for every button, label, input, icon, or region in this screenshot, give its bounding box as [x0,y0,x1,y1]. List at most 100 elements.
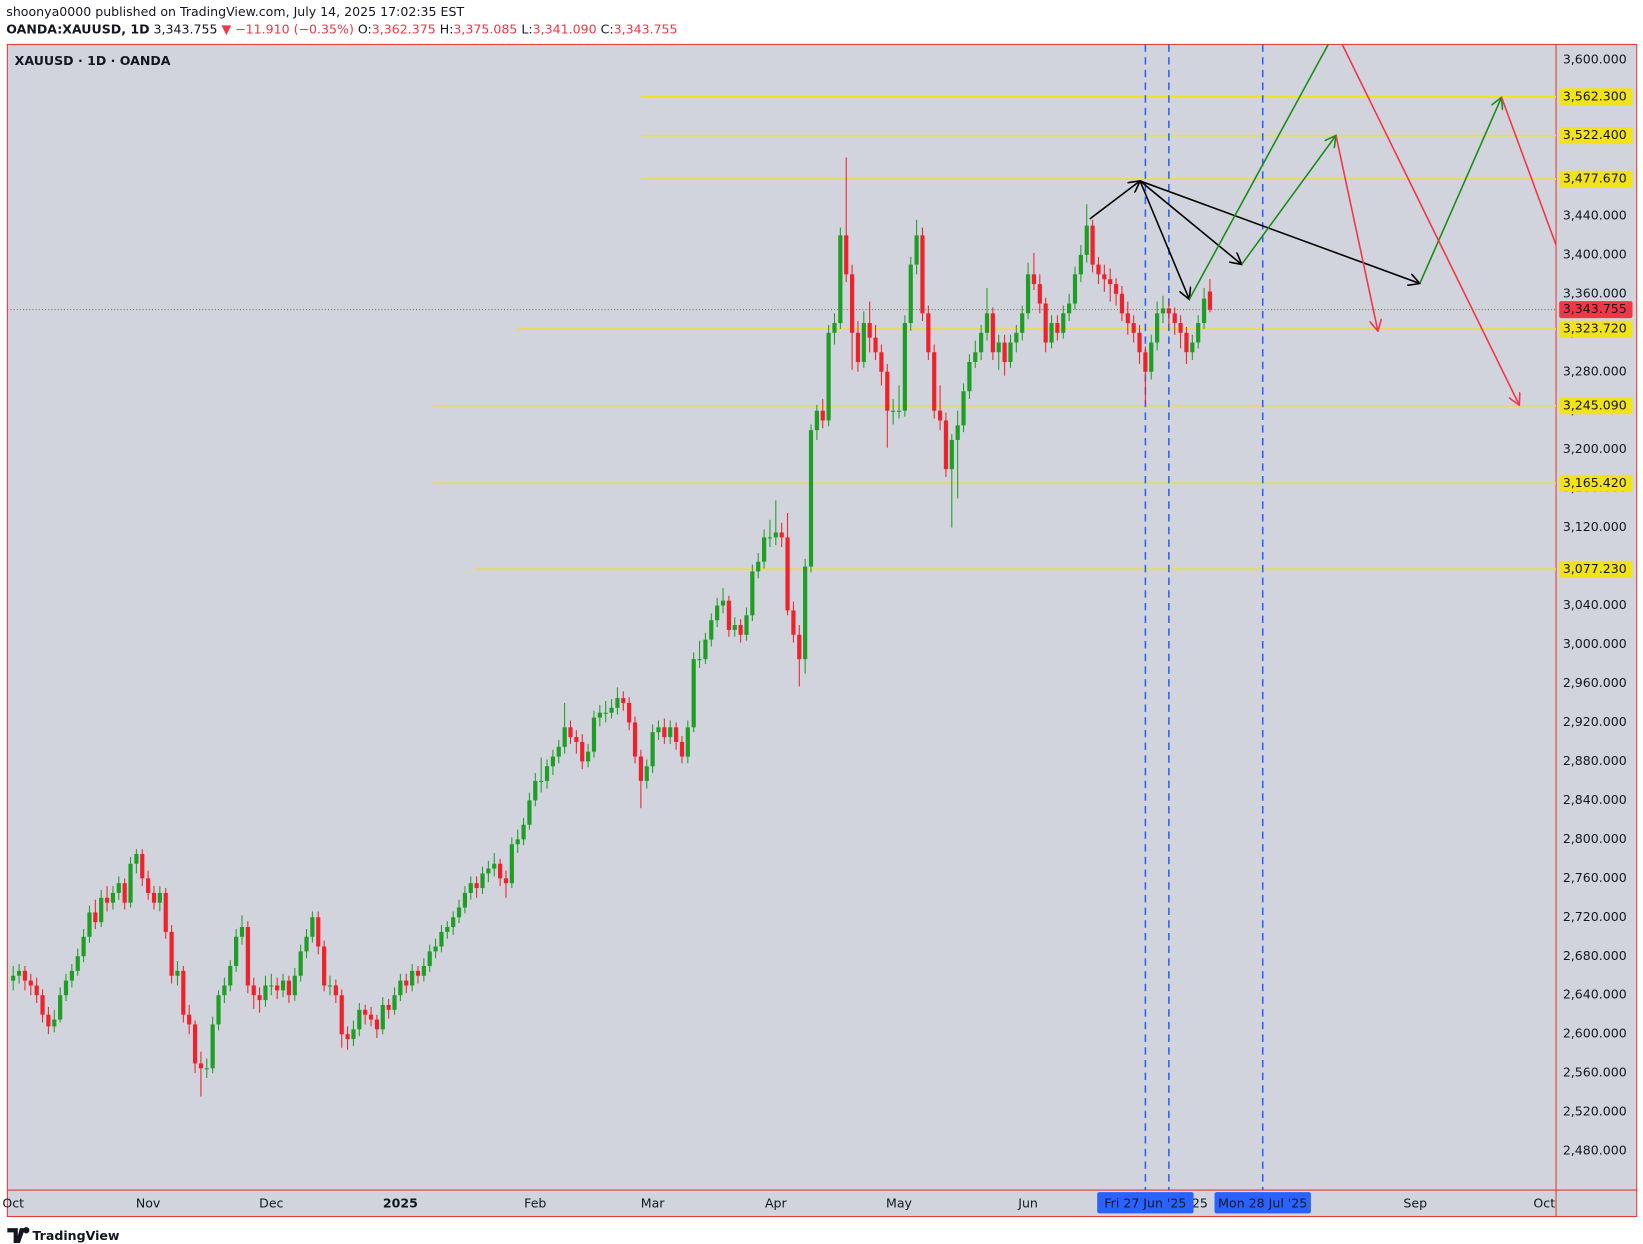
candle-body [427,951,432,966]
c-value: 3,343.755 [614,21,678,36]
y-tick-label: 2,920.000 [1563,714,1627,729]
candle-body [685,727,690,757]
candle-body [691,659,696,728]
candle-body [521,824,526,840]
candle-body [1037,284,1042,304]
candle-body [1178,323,1183,333]
level-label: 3,522.400 [1563,127,1627,142]
candle-body [280,980,286,991]
x-tick-label: Mar [641,1195,666,1210]
candle-body [1102,274,1107,280]
candle-body [40,995,45,1015]
level-label-box [1559,397,1633,415]
candle-body [146,878,151,893]
date-marker-box [1214,1192,1311,1214]
y-tick-label: 2,600.000 [1563,1026,1627,1041]
candle-body [844,235,849,275]
candle-body [263,985,268,1001]
candle-body [1025,274,1031,314]
candle-body [591,717,597,752]
y-tick-label: 3,280.000 [1563,363,1627,378]
candle-body [157,892,162,903]
candle-body [228,965,233,986]
candle-body [849,274,855,333]
candle-body [122,883,127,903]
candle-body [28,980,33,986]
candle-body [386,1004,391,1010]
candle-body [914,235,919,265]
candle-body [468,883,473,893]
y-tick-label: 3,040.000 [1563,597,1627,612]
candle-body [169,931,174,976]
candle-body [756,561,761,572]
candle-body [891,410,896,412]
candle-body [1067,303,1072,314]
change: ▼ −11.910 (−0.35%) [221,21,353,36]
candle-body [668,727,673,738]
candle-body [204,1068,209,1070]
candle-body [234,936,239,966]
candle-body [1061,313,1066,333]
candle-body [803,566,808,660]
y-tick-label: 2,800.000 [1563,831,1627,846]
candle-body [937,410,943,421]
arrow [1419,97,1502,284]
candle-body [93,912,98,923]
candle-body [151,892,157,903]
x-tick-label: Dec [259,1195,283,1210]
y-tick-label: 3,440.000 [1563,207,1627,222]
candle-body [81,936,86,957]
candle-body [1119,293,1125,314]
legend-label: XAUUSD · 1D · OANDA [15,53,171,68]
candle-body [673,727,679,742]
candle-body [339,995,344,1035]
candle-body [544,766,550,781]
candle-body [1137,332,1142,353]
byline: shoonya0000 published on TradingView.com… [6,4,464,19]
candle-body [333,985,338,996]
candle-body [380,1004,385,1030]
candle-body [322,946,327,986]
x-tick-label: Nov [136,1195,161,1210]
candle-body [392,995,397,1010]
x-tick-label: May [886,1195,913,1210]
date-marker-label: Mon 28 Jul '25 [1218,1195,1307,1210]
candle-body [996,342,1001,353]
symbol: OANDA:XAUUSD, 1D [6,21,149,36]
candle-body [210,1024,215,1069]
arrow [1188,44,1330,300]
x-tick-label: Apr [765,1195,788,1210]
candle-body [855,332,861,363]
candle-body [99,897,104,923]
candle-body [879,352,884,372]
candle-body [1113,284,1119,294]
arrow [1341,44,1519,405]
candle-body [703,639,708,660]
candle-body [1020,313,1025,333]
last-price-label: 3,343.755 [1563,301,1627,316]
candle-body [421,965,426,976]
y-tick-label: 2,880.000 [1563,753,1627,768]
last-price-box [1559,301,1633,319]
candle-body [961,391,966,426]
o-label: O: [358,21,372,36]
candle-body [808,430,814,567]
candle-body [198,1063,204,1069]
candle-body [902,323,907,411]
level-label: 3,165.420 [1563,475,1627,490]
candle-body [967,362,972,392]
candle-body [1049,323,1054,343]
candle-body [738,625,743,635]
candle-body [873,337,878,353]
y-tick-label: 2,840.000 [1563,792,1627,807]
candle-body [779,532,784,538]
arrow [1139,180,1420,284]
y-tick-label: 2,960.000 [1563,675,1627,690]
candle-body [58,995,63,1020]
candle-body [310,917,315,937]
candle-body [363,1009,368,1015]
candle-body [492,863,497,869]
candle-body [767,537,773,539]
candle-body [697,659,702,661]
brand: TradingView [32,1228,119,1243]
